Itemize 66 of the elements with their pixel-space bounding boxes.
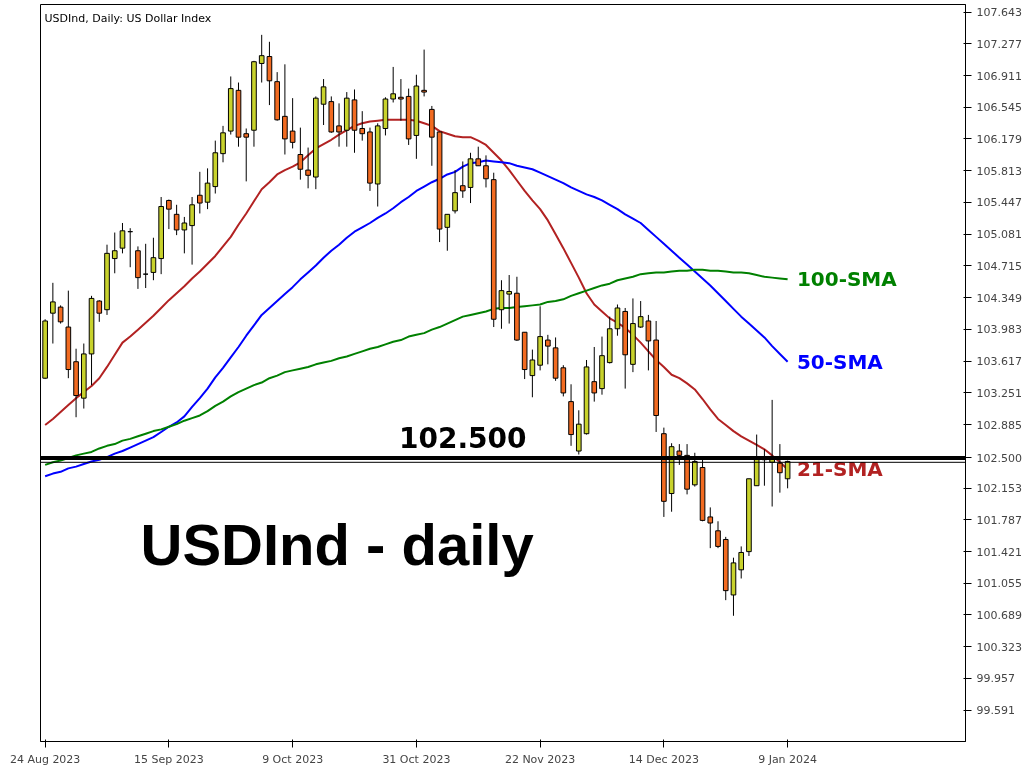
y-tick-label: 103.983 (976, 323, 1022, 337)
candlestick (220, 125, 226, 163)
candlestick (506, 274, 513, 325)
y-tick-label: 105.081 (976, 228, 1022, 242)
y-tick-label: 106.911 (976, 69, 1022, 83)
candlestick (336, 102, 342, 148)
candlestick (111, 232, 118, 274)
series-label: 100-SMA (796, 267, 898, 292)
x-tick-label: 9 Jan 2024 (758, 752, 818, 766)
line-series (44, 268, 789, 466)
x-tick-label: 31 Oct 2023 (382, 752, 451, 766)
y-tick-label: 103.251 (976, 386, 1022, 400)
y-tick-label: 99.957 (976, 672, 1015, 686)
candlestick (715, 520, 721, 549)
candlestick (475, 146, 482, 167)
candlestick (398, 78, 404, 122)
y-tick-label: 105.813 (976, 164, 1022, 178)
candlestick (57, 304, 64, 325)
y-tick-label: 102.153 (976, 482, 1022, 496)
candlestick (459, 160, 466, 199)
annotation: USDInd - daily (140, 511, 534, 577)
y-tick-label: 106.545 (976, 101, 1022, 115)
y-tick-label: 101.055 (976, 577, 1022, 591)
y-tick-label: 101.421 (976, 545, 1022, 559)
x-tick-label: 22 Nov 2023 (504, 752, 576, 766)
y-tick-label: 101.787 (976, 513, 1022, 527)
candlestick (150, 237, 157, 281)
candlestick (119, 222, 126, 254)
y-tick-label: 104.349 (976, 291, 1022, 305)
y-tick-label: 102.885 (976, 418, 1022, 432)
candlestick (289, 97, 296, 149)
x-tick-label: 15 Sep 2023 (134, 752, 204, 766)
candlestick (614, 304, 621, 337)
candlestick (282, 63, 288, 155)
y-tick-label: 105.447 (976, 196, 1022, 210)
candlestick (197, 171, 203, 214)
series-label: 50-SMA (796, 349, 884, 374)
candlestick (483, 154, 489, 188)
candlestick (243, 127, 250, 182)
series-label: 21-SMA (796, 457, 884, 482)
ref-line-label: 102.500 (399, 421, 527, 455)
candlestick (305, 147, 311, 189)
y-tick-label: 107.277 (976, 37, 1022, 51)
y-tick-label: 107.643 (976, 6, 1022, 20)
y-tick-label: 106.179 (976, 132, 1022, 146)
candlestick (452, 169, 458, 214)
y-tick-label: 100.689 (976, 609, 1022, 622)
candlestick (591, 346, 598, 403)
y-tick-label: 100.323 (976, 640, 1022, 654)
candlestick (421, 49, 427, 97)
candlestick (390, 66, 396, 103)
candlestick (738, 545, 745, 579)
text: USDInd, Daily: US Dollar Index (44, 11, 212, 25)
x-tick-label: 14 Dec 2023 (628, 752, 700, 766)
candlestick (166, 199, 172, 230)
candlestick (189, 196, 195, 266)
candlestick (545, 334, 551, 365)
candlestick (359, 110, 366, 142)
y-tick-label: 103.617 (976, 355, 1022, 369)
candlestick (50, 282, 56, 345)
y-tick-label: 99.591 (976, 704, 1015, 718)
y-tick-label: 104.715 (976, 259, 1022, 273)
y-tick-label: 102.500 (976, 451, 1022, 465)
x-tick-label: 9 Oct 2023 (262, 752, 324, 766)
candlestick (297, 127, 304, 181)
x-tick-label: 24 Aug 2023 (9, 752, 81, 766)
